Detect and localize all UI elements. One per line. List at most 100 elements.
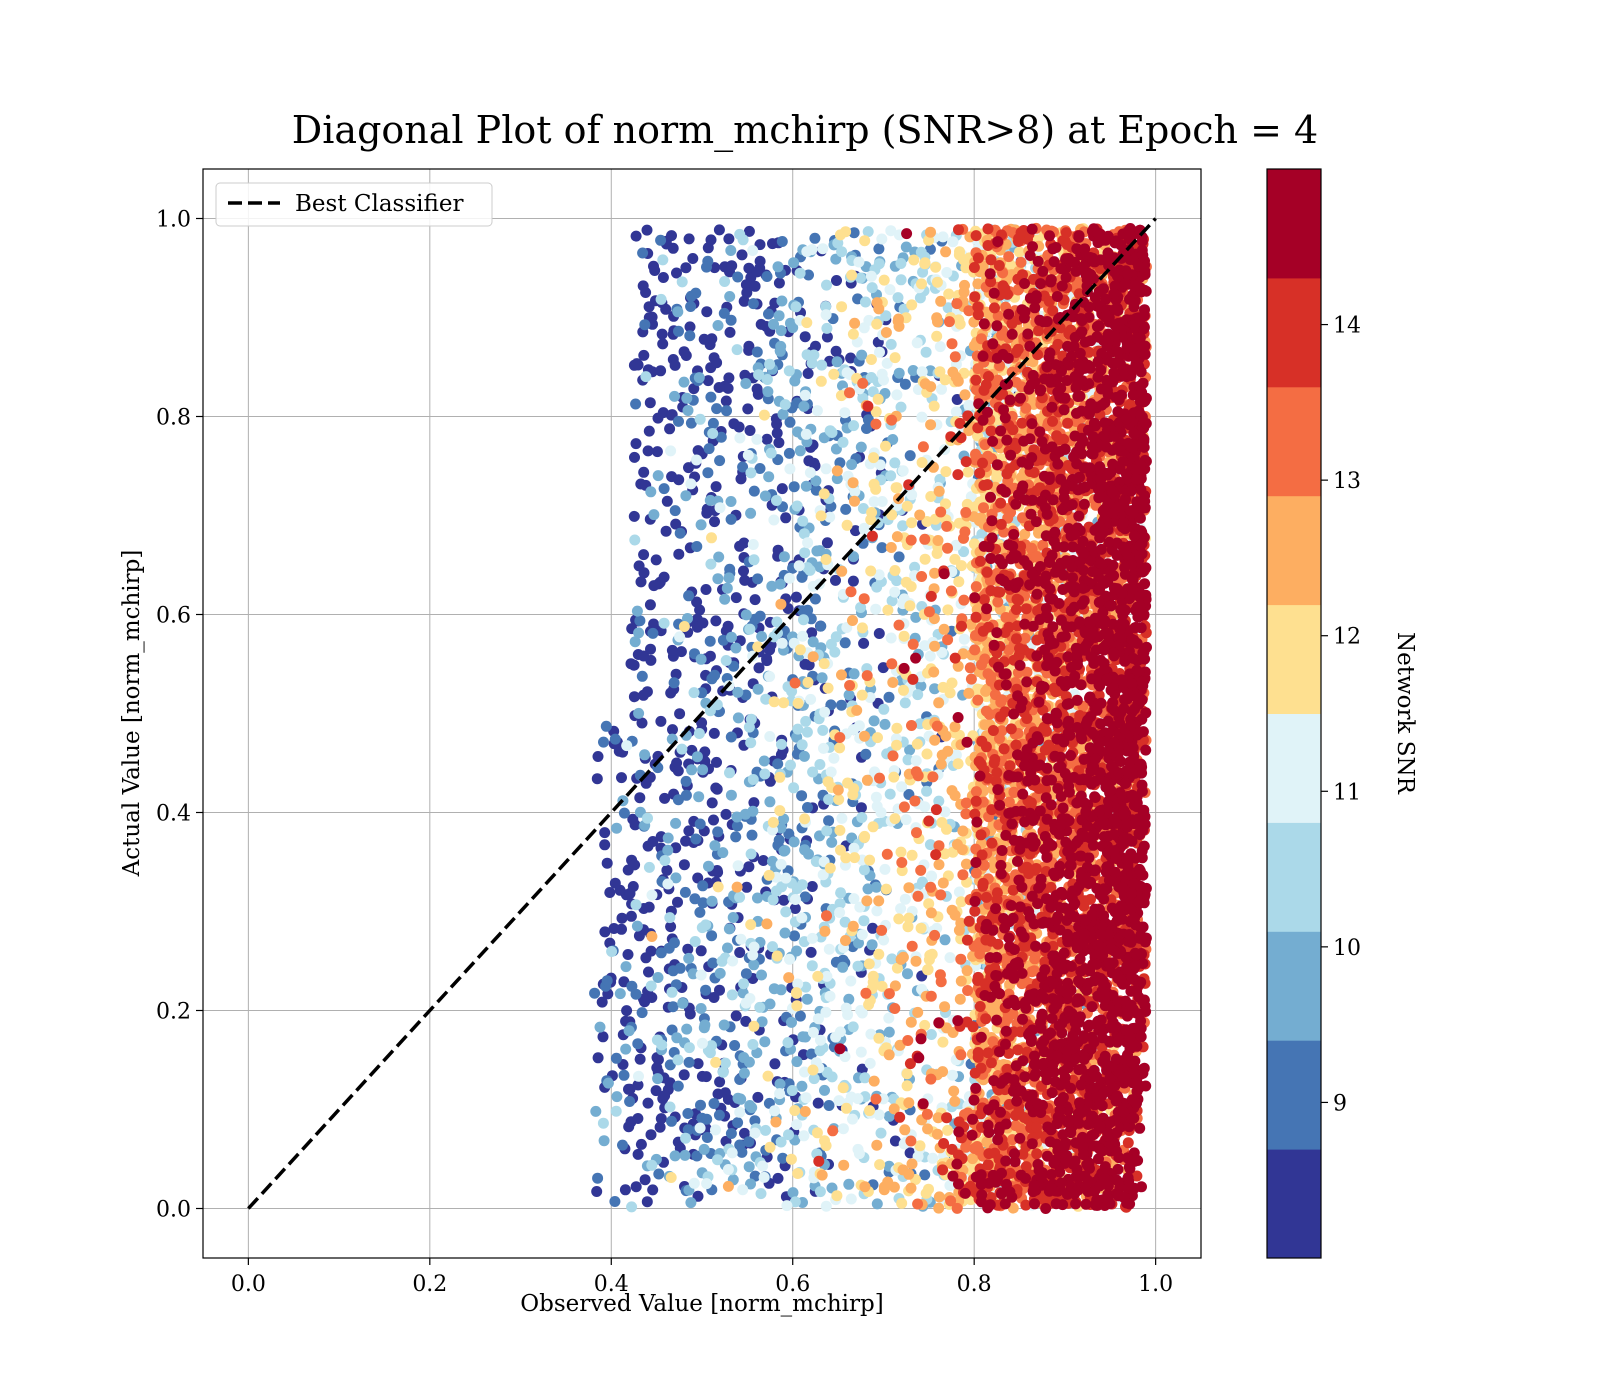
scatter-point bbox=[589, 987, 601, 999]
scatter-point bbox=[904, 744, 916, 756]
scatter-point bbox=[950, 749, 962, 761]
scatter-point bbox=[639, 319, 651, 331]
scatter-point bbox=[771, 427, 783, 439]
scatter-point bbox=[802, 676, 814, 688]
scatter-point bbox=[690, 833, 702, 845]
scatter-point bbox=[780, 906, 792, 918]
scatter-point bbox=[628, 510, 640, 522]
scatter-point bbox=[833, 794, 845, 805]
scatter-point bbox=[1026, 966, 1038, 978]
scatter-point bbox=[954, 993, 966, 1005]
scatter-point bbox=[942, 302, 954, 314]
scatter-point bbox=[878, 374, 889, 386]
scatter-point bbox=[939, 806, 951, 818]
scatter-point bbox=[701, 261, 712, 273]
scatter-point bbox=[756, 1016, 768, 1028]
scatter-point bbox=[718, 1019, 730, 1031]
scatter-point bbox=[858, 915, 870, 927]
scatter-point bbox=[591, 773, 603, 785]
scatter-point bbox=[791, 1056, 803, 1068]
scatter-point bbox=[907, 365, 919, 376]
scatter-point bbox=[710, 481, 722, 493]
scatter-point bbox=[845, 975, 857, 987]
scatter-point bbox=[937, 1036, 949, 1048]
scatter-point bbox=[819, 1084, 830, 1096]
scatter-point bbox=[634, 1053, 646, 1065]
scatter-point bbox=[825, 699, 837, 711]
scatter-point bbox=[695, 1099, 706, 1111]
scatter-point bbox=[775, 822, 787, 834]
scatter-point bbox=[830, 574, 841, 586]
scatter-point bbox=[878, 1181, 890, 1193]
scatter-point bbox=[625, 658, 637, 670]
scatter-point bbox=[726, 631, 737, 643]
scatter-point bbox=[791, 731, 803, 743]
scatter-point bbox=[794, 445, 806, 457]
scatter-point bbox=[731, 881, 743, 893]
scatter-point bbox=[843, 993, 855, 1005]
scatter-point bbox=[713, 382, 725, 393]
scatter-point bbox=[706, 532, 717, 544]
scatter-point bbox=[668, 937, 680, 949]
scatter-point bbox=[688, 383, 700, 395]
scatter-point bbox=[694, 413, 706, 425]
scatter-point bbox=[906, 517, 918, 529]
scatter-point bbox=[732, 1117, 744, 1129]
scatter-point bbox=[859, 1072, 871, 1084]
scatter-point bbox=[740, 1015, 752, 1027]
scatter-point bbox=[672, 765, 684, 777]
scatter-point bbox=[923, 1183, 934, 1195]
scatter-point bbox=[658, 483, 670, 495]
scatter-point bbox=[716, 955, 728, 967]
scatter-point bbox=[713, 1109, 725, 1121]
scatter-point bbox=[678, 1069, 690, 1081]
scatter-point bbox=[683, 233, 695, 245]
scatter-point bbox=[942, 745, 954, 757]
scatter-point bbox=[723, 572, 735, 584]
scatter-point bbox=[800, 480, 812, 492]
scatter-point bbox=[826, 1071, 838, 1083]
scatter-point bbox=[752, 1091, 764, 1103]
scatter-point bbox=[745, 737, 757, 749]
scatter-point bbox=[702, 375, 714, 387]
scatter-point bbox=[848, 227, 860, 239]
scatter-point bbox=[917, 441, 929, 453]
scatter-point bbox=[692, 1190, 704, 1202]
scatter-point bbox=[800, 428, 812, 440]
scatter-point bbox=[646, 1159, 658, 1171]
scatter-point bbox=[867, 976, 879, 988]
scatter-point bbox=[644, 397, 656, 409]
scatter-point bbox=[822, 682, 834, 694]
scatter-point bbox=[751, 266, 763, 278]
scatter-point bbox=[747, 1039, 759, 1050]
scatter-point bbox=[674, 708, 686, 720]
scatter-point bbox=[879, 863, 891, 875]
scatter-point bbox=[774, 1078, 786, 1090]
scatter-point bbox=[743, 861, 755, 873]
scatter-point bbox=[678, 376, 690, 388]
scatter-point bbox=[873, 1032, 885, 1044]
scatter-point bbox=[859, 730, 870, 742]
scatter-point bbox=[755, 1188, 767, 1200]
scatter-point bbox=[770, 885, 782, 897]
scatter-point bbox=[821, 279, 832, 291]
scatter-point bbox=[895, 401, 907, 413]
scatter-point bbox=[916, 278, 927, 290]
scatter-point bbox=[849, 317, 861, 329]
scatter-point bbox=[922, 1123, 934, 1135]
scatter-point bbox=[591, 1186, 603, 1197]
scatter-point bbox=[856, 1063, 868, 1075]
scatter-point bbox=[734, 228, 746, 240]
scatter-point bbox=[823, 1100, 835, 1111]
scatter-point bbox=[683, 952, 695, 964]
scatter-point bbox=[717, 847, 729, 859]
scatter-point bbox=[806, 627, 818, 639]
scatter-point bbox=[773, 277, 785, 289]
scatter-point bbox=[933, 859, 945, 871]
scatter-point bbox=[771, 495, 782, 506]
scatter-point bbox=[775, 340, 787, 352]
scatter-point bbox=[685, 417, 697, 429]
scatter-point bbox=[700, 984, 712, 996]
scatter-point bbox=[722, 1093, 734, 1105]
scatter-point bbox=[638, 549, 650, 561]
